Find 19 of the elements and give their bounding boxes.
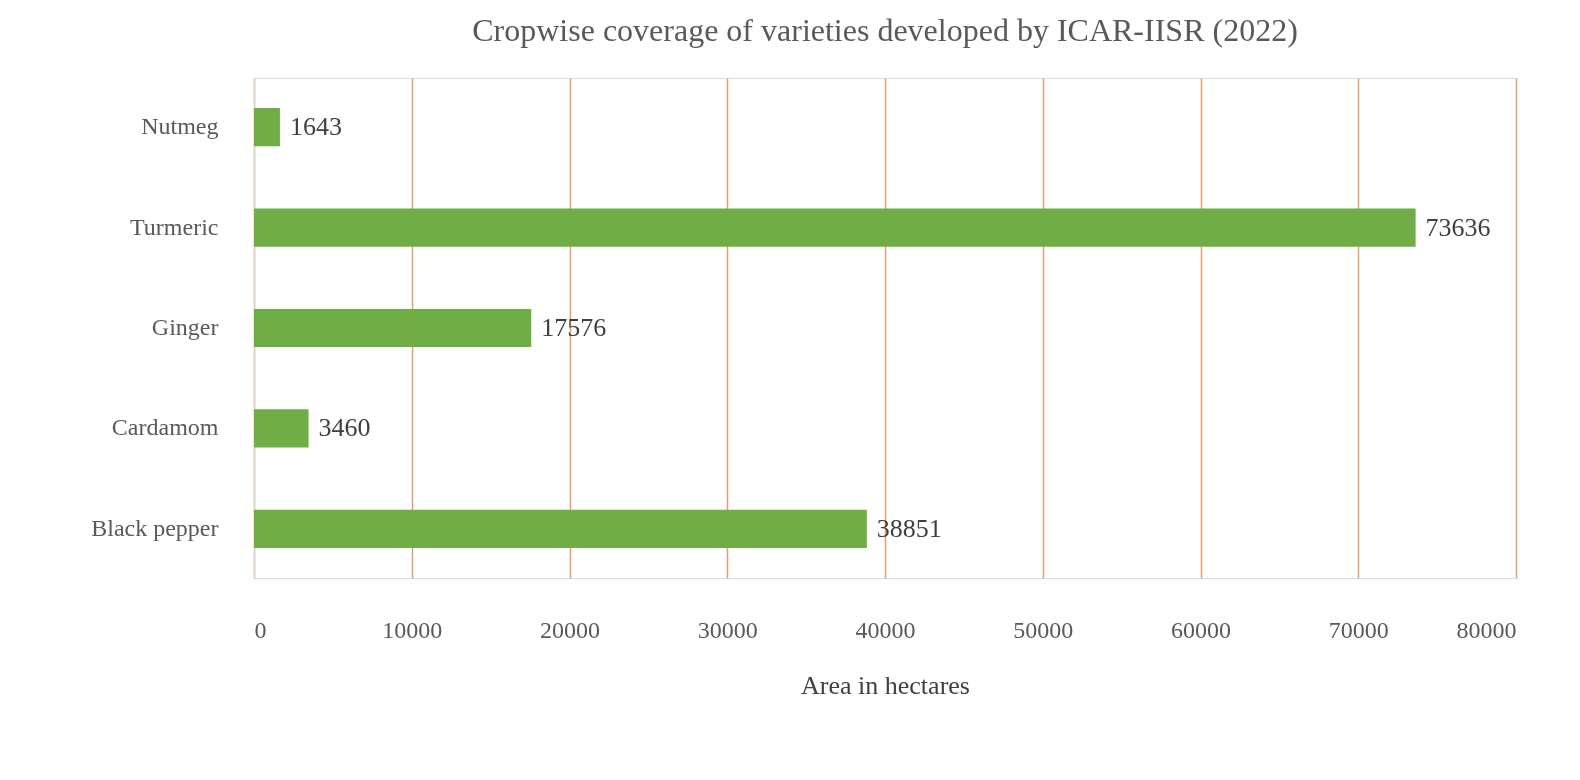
x-tick-label: 20000 (540, 616, 600, 643)
x-tick-label: 80000 (1456, 616, 1517, 643)
x-tick-label: 30000 (697, 616, 758, 643)
chart-title: Cropwise coverage of varieties developed by ICAR-IISR (2022) (472, 12, 1298, 48)
x-tick-label: 50000 (1013, 616, 1074, 643)
data-label: 3460 (318, 413, 371, 443)
y-tick-label: Turmeric (130, 213, 219, 240)
data-label: 1643 (289, 112, 342, 142)
x-tick-label: 0 (254, 616, 267, 643)
y-tick-label: Nutmeg (141, 113, 219, 140)
x-tick-label: 70000 (1328, 616, 1389, 643)
y-tick-label: Ginger (151, 314, 219, 340)
y-tick-label: Black pepper (91, 514, 219, 541)
x-axis-title: Area in hectares (801, 670, 970, 700)
x-tick-label: 10000 (382, 616, 443, 643)
x-tick-label: 60000 (1171, 616, 1231, 643)
data-label: 73636 (1425, 212, 1491, 242)
x-tick-label: 40000 (855, 616, 916, 643)
y-tick-label: Cardamom (111, 414, 219, 441)
